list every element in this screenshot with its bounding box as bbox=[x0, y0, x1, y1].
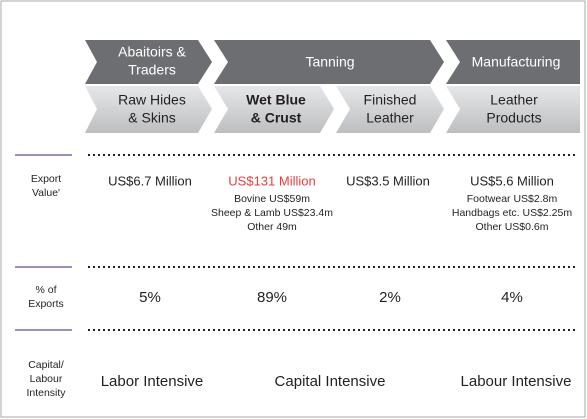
export-value: US$6.7 Million bbox=[108, 173, 192, 188]
product-label: Finished bbox=[364, 92, 417, 108]
export-detail: Other US$0.6m bbox=[476, 221, 549, 233]
product-chevron bbox=[85, 86, 212, 133]
export-detail: Other 49m bbox=[247, 221, 297, 233]
product-label: Wet Blue bbox=[246, 92, 306, 108]
product-chevron bbox=[214, 86, 334, 133]
product-label: & Crust bbox=[251, 110, 302, 126]
separators bbox=[15, 154, 578, 331]
product-label: Raw Hides bbox=[118, 92, 186, 108]
row-label: Export bbox=[31, 173, 61, 185]
export-share: 89% bbox=[257, 289, 287, 306]
product-label: Products bbox=[486, 110, 541, 126]
export-share: 4% bbox=[501, 289, 523, 306]
export-detail: Sheep & Lamb US$23.4m bbox=[211, 207, 333, 219]
export-value: US$3.5 Million bbox=[346, 173, 430, 188]
row-label: Exports bbox=[28, 298, 64, 310]
stage-label: Manufacturing bbox=[472, 54, 561, 70]
product-label: Leather bbox=[366, 110, 414, 126]
export-share: 2% bbox=[379, 289, 401, 306]
intensity: Labour Intensive bbox=[461, 373, 572, 390]
stage-chevron bbox=[214, 40, 444, 84]
row-label: % of bbox=[35, 284, 56, 296]
intensity: Capital Intensive bbox=[275, 373, 386, 390]
export-detail: Handbags etc. US$2.25m bbox=[452, 207, 572, 219]
export-value: US$131 Million bbox=[228, 173, 315, 188]
stage-label: Abaitoirs & bbox=[118, 44, 186, 60]
product-chevron bbox=[336, 86, 444, 133]
stage-label: Traders bbox=[128, 62, 176, 78]
intensity: Labor Intensive bbox=[101, 373, 204, 390]
product-label: & Skins bbox=[128, 110, 175, 126]
export-detail: Bovine US$59m bbox=[234, 193, 310, 205]
stage-chevron bbox=[85, 40, 212, 84]
export-value: US$5.6 Million bbox=[470, 173, 554, 188]
row-label: Capital/ bbox=[28, 359, 64, 371]
row-label: Value' bbox=[32, 187, 60, 199]
product-label: Leather bbox=[490, 92, 538, 108]
row-label: Intensity bbox=[26, 387, 66, 399]
product-chevron bbox=[446, 86, 580, 133]
stage-chevron bbox=[446, 40, 580, 84]
stage-label: Tanning bbox=[305, 54, 354, 70]
export-detail: Footwear US$2.8m bbox=[467, 193, 558, 205]
export-share: 5% bbox=[139, 289, 161, 306]
row-label: Labour bbox=[30, 373, 63, 385]
